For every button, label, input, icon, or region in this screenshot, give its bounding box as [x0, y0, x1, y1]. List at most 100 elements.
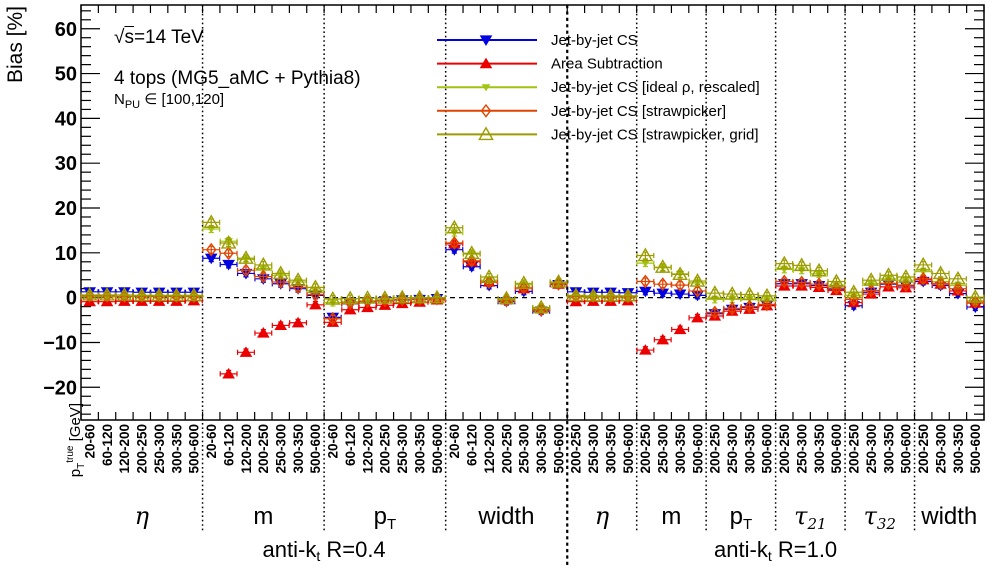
triangle-down-marker [639, 286, 652, 298]
error-bar [792, 261, 811, 270]
x-bin-label: 250-300 [933, 424, 948, 474]
x-bin-label: 200-250 [256, 424, 271, 474]
triangle-up-open-marker [377, 290, 393, 304]
legend-entry: Jet-by-jet CS [ideal ρ, rescaled] [437, 79, 760, 96]
triangle-down-marker [222, 259, 235, 271]
triangle-up-open-marker [533, 299, 549, 314]
triangle-up-open-marker [793, 257, 810, 272]
observable-label: m [253, 503, 273, 530]
legend: Jet-by-jet CS Area Subtraction Jet-by-jet … [437, 32, 760, 143]
x-bin-label: 20-60 [447, 424, 462, 459]
x-bin-label: 250-300 [586, 424, 601, 474]
npu-subscript: PU [124, 99, 141, 111]
triangle-up-open-marker [498, 290, 515, 305]
diamond-open-marker [449, 236, 460, 250]
triangle-up-open-marker [637, 247, 654, 262]
triangle-up-open-marker [724, 286, 741, 300]
x-bin-label: 300-350 [673, 424, 688, 474]
triangle-up-open-marker [863, 272, 879, 286]
x-bin-label: 300-350 [169, 424, 184, 474]
x-bin-label: 60-120 [100, 424, 115, 466]
triangle-up-open-marker [759, 287, 775, 302]
triangle-up-marker [239, 346, 253, 357]
triangle-down-small-marker [259, 265, 268, 273]
y-tick-label: 20 [55, 198, 77, 220]
triangle-up-open-marker [151, 287, 167, 302]
error-bar [792, 278, 811, 287]
triangle-down-marker [656, 288, 670, 300]
diamond-open-marker [900, 278, 912, 293]
triangle-up-open-marker [81, 286, 98, 301]
y-tick-label: 10 [55, 243, 77, 265]
triangle-up-open-marker [429, 289, 445, 304]
diamond-open-marker [344, 296, 356, 310]
x-bin-label: 300-350 [412, 424, 427, 474]
triangle-up-open-marker [811, 262, 827, 277]
x-bin-label: 200-250 [499, 424, 514, 474]
triangle-up-marker [479, 57, 493, 69]
triangle-up-open-marker [463, 245, 480, 259]
x-bin-label: 120-200 [360, 424, 375, 474]
diamond-open-marker [483, 275, 495, 290]
x-bin-label: 300-350 [291, 424, 306, 474]
triangle-up-marker [673, 323, 687, 335]
triangle-up-marker [639, 344, 652, 355]
error-bar [636, 277, 655, 286]
triangle-up-open-marker [707, 285, 723, 299]
error-bar [810, 280, 829, 289]
x-bin-label: 60-120 [343, 424, 358, 466]
triangle-up-marker [378, 299, 392, 310]
y-tick-label: 60 [55, 19, 77, 41]
diamond-open-marker [952, 281, 964, 296]
triangle-down-small-marker [481, 84, 491, 92]
diamond-open-marker [865, 283, 877, 298]
triangle-up-open-marker [602, 287, 619, 302]
energy-value: =14 TeV [133, 27, 204, 48]
observable-label: width [477, 503, 534, 530]
triangle-up-open-marker [324, 290, 341, 305]
y-tick-label: 50 [55, 64, 77, 86]
x-bin-label: 250-300 [725, 424, 740, 474]
observable-label: τ21 [794, 502, 826, 533]
triangle-up-open-marker [672, 266, 688, 281]
process-annotation: 4 tops (MG5_aMC + Pythia8) [114, 68, 361, 89]
triangle-up-open-marker [116, 286, 133, 301]
error-bar [462, 249, 481, 258]
triangle-up-open-marker [290, 272, 306, 286]
error-bar [966, 293, 985, 302]
triangle-up-marker [309, 298, 322, 310]
error-bar [289, 276, 308, 285]
diamond-open-marker [327, 311, 339, 326]
x-bin-label: 300-350 [812, 424, 827, 474]
triangle-up-open-marker [568, 287, 584, 302]
x-bin-label: 250-300 [656, 424, 671, 474]
triangle-up-open-marker [203, 214, 220, 229]
x-bin-label: 500-600 [829, 424, 844, 474]
triangle-up-open-marker [915, 256, 932, 271]
error-bar [653, 280, 672, 289]
x-axis: 20-60 60-120 120-200 200-250 250-300 300-350 5… [80, 5, 985, 474]
x-bin-label: 500-600 [690, 424, 705, 474]
triangle-up-marker [656, 333, 670, 345]
algorithm-label: anti-kt R=1.0 [714, 537, 837, 564]
pileup-annotation: NPU ∈ [100,120] [114, 90, 224, 111]
y-axis: −20 −10 0 10 20 30 40 50 60 [43, 10, 984, 415]
x-bin-label: 60-120 [465, 424, 480, 466]
legend-entry-label: Jet-by-jet CS [strawpicker, grid] [551, 126, 759, 143]
triangle-up-open-marker [950, 270, 966, 285]
error-bar [948, 274, 967, 283]
npu-range: ∈ [100,120] [140, 91, 225, 108]
triangle-up-open-marker [550, 273, 567, 288]
x-bin-label: 300-350 [881, 424, 896, 474]
x-bin-label: 200-250 [638, 424, 653, 474]
x-bin-label: 300-350 [534, 424, 549, 474]
observable-label: τ32 [864, 502, 896, 533]
x-bin-label: 20-60 [326, 424, 341, 459]
x-bin-label: 300-350 [603, 424, 618, 474]
triangle-up-open-marker [516, 275, 532, 290]
diamond-open-marker [744, 299, 755, 314]
x-bin-label: 500-600 [968, 424, 983, 474]
diamond-open-marker [518, 280, 530, 295]
triangle-up-marker [274, 319, 288, 331]
error-bar [705, 308, 724, 317]
